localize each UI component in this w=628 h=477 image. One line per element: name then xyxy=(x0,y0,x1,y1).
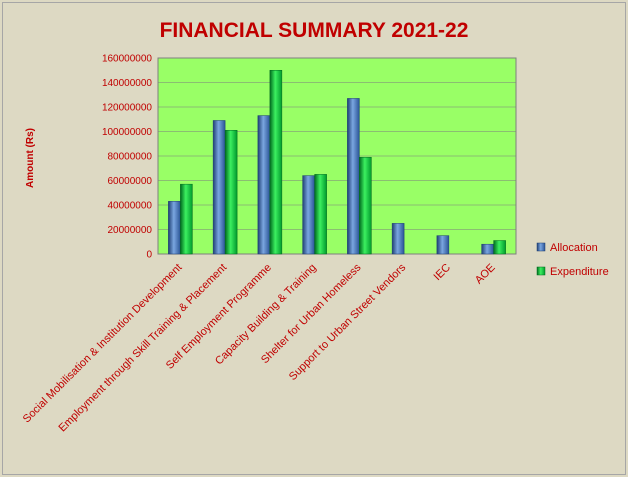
x-category-label: Social Mobilisation & Institution Develo… xyxy=(21,262,185,426)
legend-label-expenditure: Expenditure xyxy=(550,266,609,278)
bar-allocation xyxy=(347,98,360,255)
chart-title: FINANCIAL SUMMARY 2021-22 xyxy=(160,19,469,42)
y-tick-label: 140000000 xyxy=(102,78,152,89)
x-category-label: AOE xyxy=(473,262,498,287)
y-tick-label: 100000000 xyxy=(102,127,152,138)
legend-item-allocation: Allocation xyxy=(536,242,598,254)
bar-expenditure xyxy=(180,183,193,255)
bar-allocation xyxy=(481,243,494,255)
y-tick-label: 120000000 xyxy=(102,103,152,114)
x-axis-labels: Social Mobilisation & Institution Develo… xyxy=(21,261,498,434)
legend: Allocation Expenditure xyxy=(536,242,609,278)
y-tick-label: 60000000 xyxy=(108,176,153,187)
y-tick-label: 80000000 xyxy=(108,152,153,163)
bar-chart: FINANCIAL SUMMARY 2021-22 Amount (Rs) 0 2… xyxy=(21,19,609,434)
y-tick-label: 160000000 xyxy=(102,54,152,65)
y-tick-label: 20000000 xyxy=(108,225,153,236)
bar-expenditure xyxy=(314,174,327,255)
bar-allocation xyxy=(212,120,226,255)
bar-expenditure xyxy=(359,156,372,255)
legend-swatch-expenditure xyxy=(536,266,546,276)
legend-swatch-allocation xyxy=(536,242,546,252)
bar-expenditure xyxy=(224,130,238,255)
bar-allocation xyxy=(436,235,450,255)
legend-item-expenditure: Expenditure xyxy=(536,266,609,278)
bar-allocation xyxy=(391,223,405,255)
x-category-label: Employment through Skill Training & Plac… xyxy=(56,262,229,435)
bar-allocation xyxy=(257,115,271,255)
bars xyxy=(168,70,506,255)
bar-allocation xyxy=(302,175,315,255)
x-category-label: IEC xyxy=(432,262,453,283)
y-tick-label: 40000000 xyxy=(108,201,153,212)
legend-label-allocation: Allocation xyxy=(550,242,598,254)
y-axis-ticks: 0 20000000 40000000 60000000 80000000 1000000… xyxy=(102,54,153,261)
bar-allocation xyxy=(168,201,181,255)
y-tick-label: 0 xyxy=(146,250,152,261)
y-axis-label: Amount (Rs) xyxy=(25,128,36,188)
bar-expenditure xyxy=(493,240,506,255)
bar-expenditure xyxy=(269,70,283,255)
